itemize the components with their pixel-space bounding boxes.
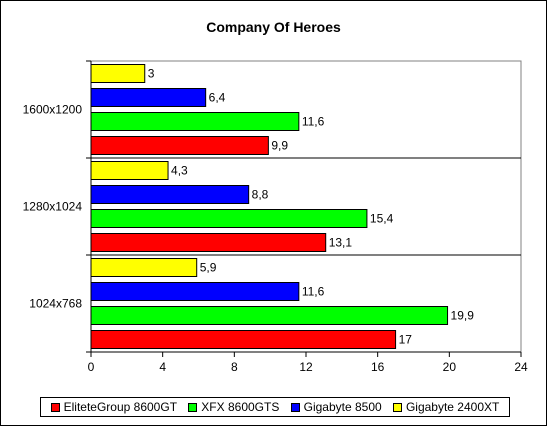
legend-label: Gigabyte 2400XT [405,400,500,414]
chart-title: Company Of Heroes [206,19,341,35]
bar [90,136,269,155]
legend-label: XFX 8600GTS [201,400,280,414]
legend-item: EliteteGroup 8600GT [50,400,178,414]
x-tick-label: 24 [514,360,528,374]
bar [90,185,250,204]
data-label: 11,6 [302,115,325,129]
bar [90,64,146,83]
data-label: 5,9 [200,261,217,275]
bar [90,88,207,107]
x-tick-label: 20 [443,360,457,374]
bar [90,282,300,301]
bar [90,161,169,180]
data-label: 6,4 [209,91,226,105]
data-label: 17 [399,333,413,347]
bar [90,209,368,228]
legend-swatch [188,402,198,412]
x-tick-label: 16 [371,360,385,374]
legend-swatch [50,402,60,412]
x-tick-label: 8 [231,360,238,374]
legend-label: EliteteGroup 8600GT [63,400,178,414]
category-label: 1280x1024 [23,200,83,214]
plot-background [90,60,522,353]
data-label: 9,9 [271,139,288,153]
x-tick-label: 12 [299,360,313,374]
bar [90,112,300,131]
legend-swatch [290,402,300,412]
bar [90,233,327,252]
data-label: 3 [148,67,155,81]
bar [90,306,449,325]
x-tick-label: 0 [88,360,95,374]
legend: EliteteGroup 8600GT XFX 8600GTS Gigabyte 8… [40,397,510,417]
legend-item: Gigabyte 8500 [290,400,382,414]
data-label: 13,1 [329,236,353,250]
legend-item: XFX 8600GTS [188,400,279,414]
data-label: 15,4 [370,212,394,226]
data-label: 8,8 [252,188,269,202]
x-tick-label: 4 [159,360,166,374]
bar [90,330,397,349]
data-label: 11,6 [302,285,325,299]
data-label: 19,9 [451,309,475,323]
legend-label: Gigabyte 8500 [303,400,382,414]
category-label: 1600x1200 [23,103,83,117]
data-label: 4,3 [171,164,188,178]
bar [90,258,198,277]
category-label: 1024x768 [29,297,82,311]
legend-item: Gigabyte 2400XT [392,400,500,414]
legend-swatch [392,402,402,412]
